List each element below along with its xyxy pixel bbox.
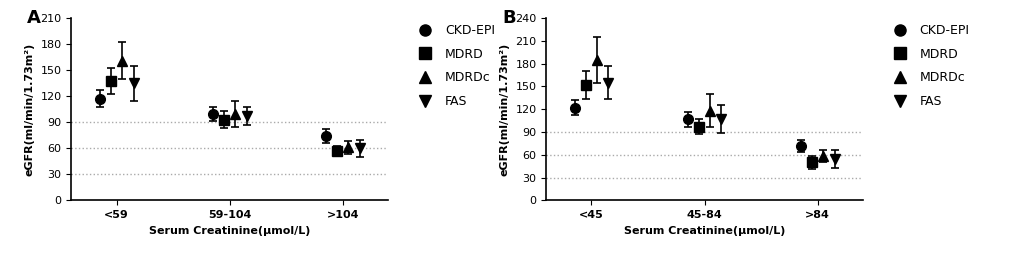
Text: A: A [28, 9, 41, 27]
Legend: CKD-EPI, MDRD, MDRDc, FAS: CKD-EPI, MDRD, MDRDc, FAS [887, 24, 969, 108]
Text: B: B [501, 9, 515, 27]
Legend: CKD-EPI, MDRD, MDRDc, FAS: CKD-EPI, MDRD, MDRDc, FAS [412, 24, 494, 108]
X-axis label: Serum Creatinine(μmol/L): Serum Creatinine(μmol/L) [624, 226, 785, 236]
X-axis label: Serum Creatinine(μmol/L): Serum Creatinine(μmol/L) [149, 226, 310, 236]
Y-axis label: eGFR(ml/min/1.73m²): eGFR(ml/min/1.73m²) [25, 43, 35, 176]
Y-axis label: eGFR(ml/min/1.73m²): eGFR(ml/min/1.73m²) [499, 43, 510, 176]
